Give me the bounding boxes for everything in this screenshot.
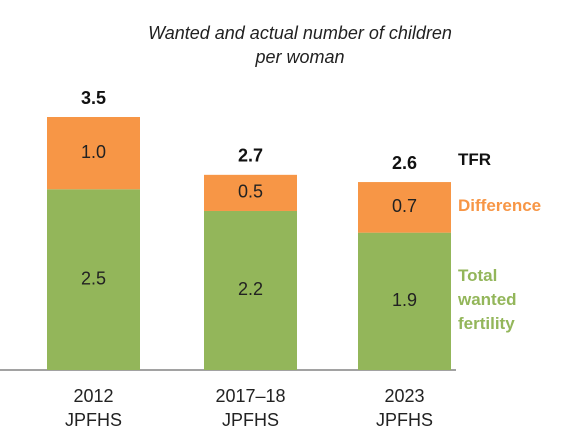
value-label: 1.9: [392, 290, 417, 310]
bar-segment: [358, 182, 451, 233]
x-tick-label: 2012 JPFHS: [64, 386, 122, 430]
bar-segment: [204, 174, 297, 211]
bar-segment: [47, 189, 140, 370]
total-label: 2.6: [392, 153, 417, 173]
legend-entry: Total wanted fertility: [458, 266, 517, 333]
legend-entry: TFR: [458, 150, 492, 169]
value-label: 0.5: [238, 182, 263, 202]
x-tick-label: 2023 JPFHS: [375, 386, 433, 430]
bar-segment: [204, 210, 297, 370]
chart-title: Wanted and actual number of children per…: [148, 23, 452, 67]
value-label: 2.2: [238, 279, 263, 299]
value-label: 0.7: [392, 196, 417, 216]
total-label: 2.7: [238, 146, 263, 166]
bar-segment: [358, 232, 451, 370]
value-label: 2.5: [81, 268, 106, 288]
bar-segment: [47, 117, 140, 190]
value-label: 1.0: [81, 142, 106, 162]
total-label: 3.5: [81, 88, 106, 108]
x-tick-label: 2017–18 JPFHS: [215, 386, 286, 430]
legend-entry: Difference: [458, 196, 542, 215]
